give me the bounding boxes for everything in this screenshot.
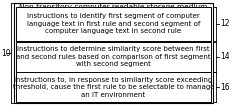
Text: 12: 12 <box>220 19 230 28</box>
Text: Non-transitory computer-readable storage medium: Non-transitory computer-readable storage… <box>19 4 207 10</box>
Bar <box>16 42 211 72</box>
Text: Instructions to identify first segment of computer
language text in first rule a: Instructions to identify first segment o… <box>27 13 200 34</box>
Text: 10: 10 <box>2 49 11 57</box>
Bar <box>16 72 211 102</box>
Bar <box>14 3 212 103</box>
Text: Instructions to, in response to similarity score exceeding
threshold, cause the : Instructions to, in response to similari… <box>13 77 214 98</box>
Text: 14: 14 <box>220 52 230 61</box>
Bar <box>16 7 211 41</box>
Text: 16: 16 <box>220 83 230 92</box>
Text: Instructions to determine similarity score between first
and second rules based : Instructions to determine similarity sco… <box>16 46 211 67</box>
